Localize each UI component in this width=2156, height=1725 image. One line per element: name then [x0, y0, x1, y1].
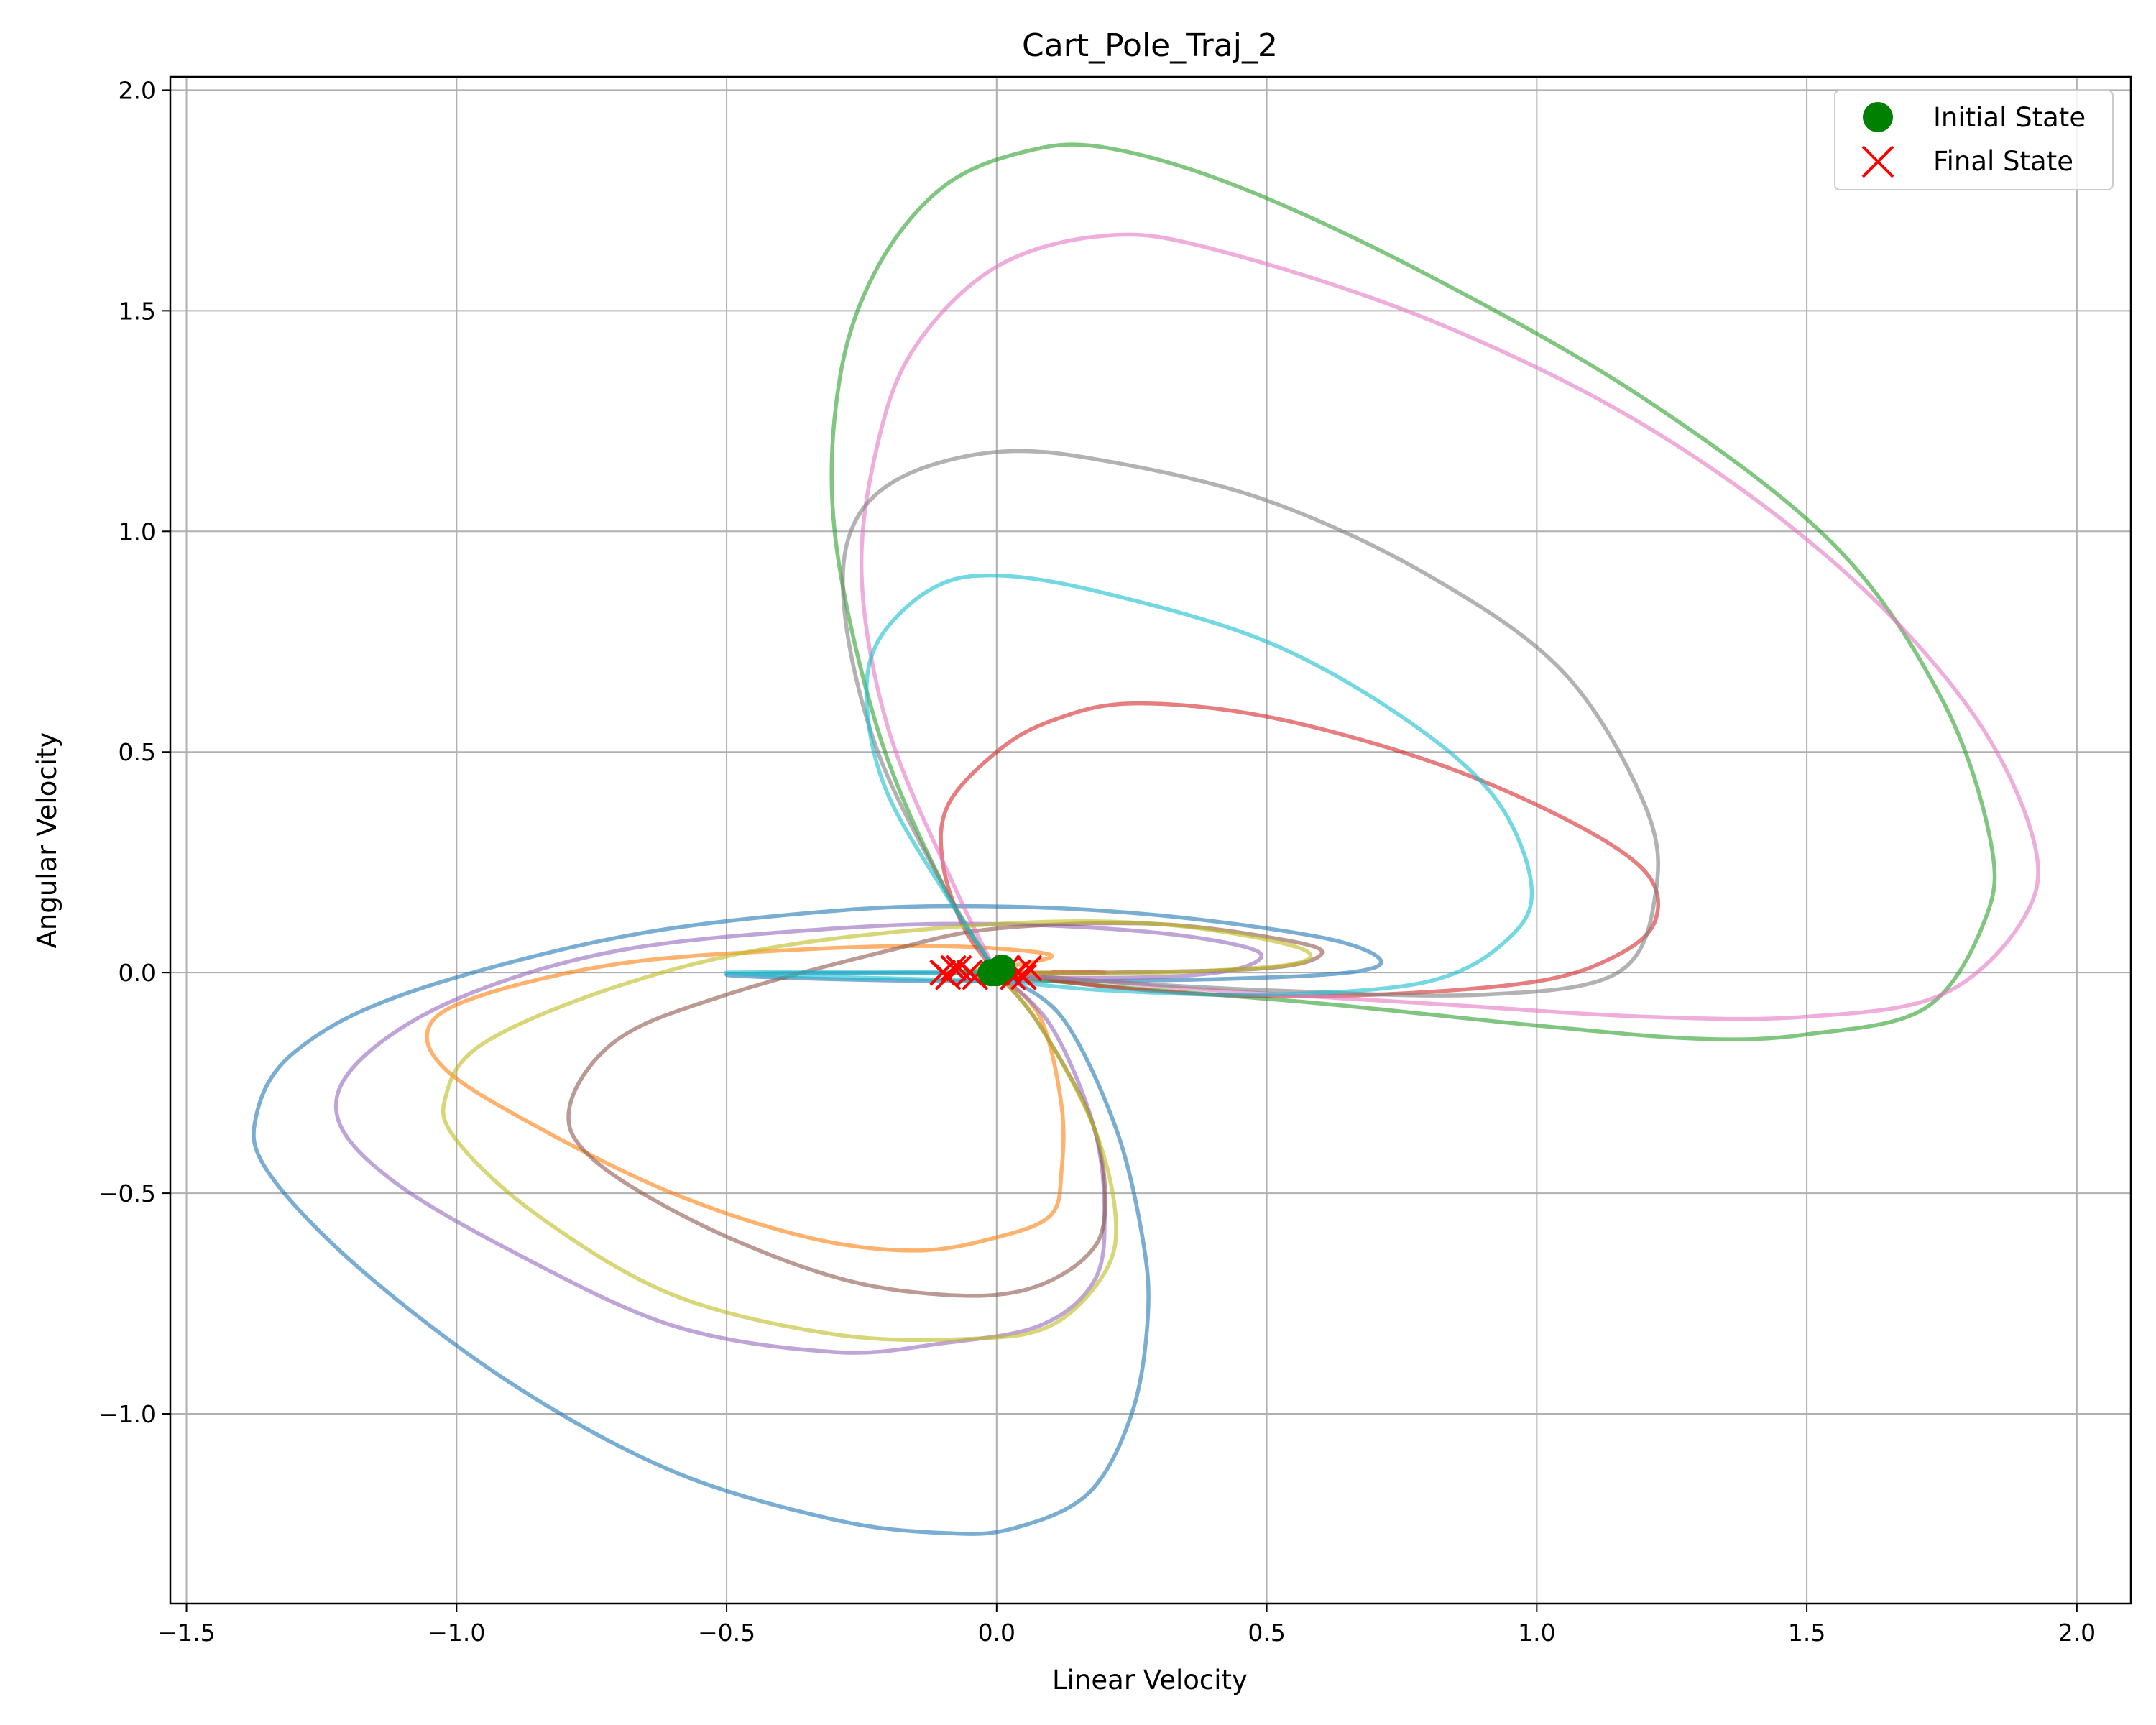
x-tick-label: 0.0: [978, 1619, 1015, 1647]
y-tick-label: −0.5: [98, 1179, 156, 1208]
chart-title: Cart_Pole_Traj_2: [1022, 27, 1278, 64]
legend-final-state-marker: [1861, 145, 1894, 178]
trajectory-line-8: [441, 919, 1313, 1343]
x-tick-label: −1.5: [157, 1619, 215, 1647]
y-tick-label: 2.0: [119, 76, 156, 104]
y-axis-label: Angular Velocity: [32, 732, 63, 949]
grid: [170, 77, 2131, 1604]
trajectory-line-3: [939, 701, 1661, 998]
legend-final-state-label: Final State: [1933, 146, 2073, 177]
state-markers: [929, 954, 1043, 990]
legend: Initial State Final State: [1834, 90, 2114, 190]
initial-state-marker: [988, 954, 1016, 983]
y-tick-label: −1.0: [98, 1400, 156, 1428]
x-tick-label: 0.5: [1248, 1619, 1285, 1647]
y-tick-label: 0.0: [119, 959, 156, 987]
y-tick-label: 0.5: [119, 738, 156, 766]
y-tick-label: 1.0: [119, 518, 156, 546]
legend-box: [1834, 90, 2114, 190]
x-tick-label: −0.5: [698, 1619, 755, 1647]
trajectory-line-1: [425, 944, 1066, 1253]
trajectory-line-2: [829, 142, 1997, 1041]
x-tick-label: 2.0: [2058, 1619, 2096, 1647]
x-tick-label: −1.0: [428, 1619, 485, 1647]
trajectory-line-7: [840, 448, 1661, 998]
plot-series: [252, 142, 2040, 1536]
x-tick-label: 1.0: [1518, 1619, 1555, 1647]
x-tick-label: 1.5: [1788, 1619, 1825, 1647]
axis-ticks: −1.5 −1.0 −0.5 0.0 0.5 1.0 1.5 2.0 −1.0 −0.5 0.0 0.…: [98, 76, 2096, 1647]
final-state-marker: [1015, 954, 1043, 982]
trajectory-line-9: [724, 573, 1534, 998]
legend-initial-state-marker: [1863, 102, 1893, 132]
trajectory-line-4: [333, 921, 1263, 1355]
legend-initial-state-label: Initial State: [1933, 102, 2086, 133]
y-tick-label: 1.5: [119, 297, 156, 325]
final-state-marker: [940, 954, 967, 982]
x-axis-label: Linear Velocity: [1052, 1665, 1248, 1696]
trajectory-line-5: [566, 921, 1325, 1298]
plot-frame: [169, 75, 2132, 1605]
trajectory-line-6: [859, 232, 2040, 1021]
